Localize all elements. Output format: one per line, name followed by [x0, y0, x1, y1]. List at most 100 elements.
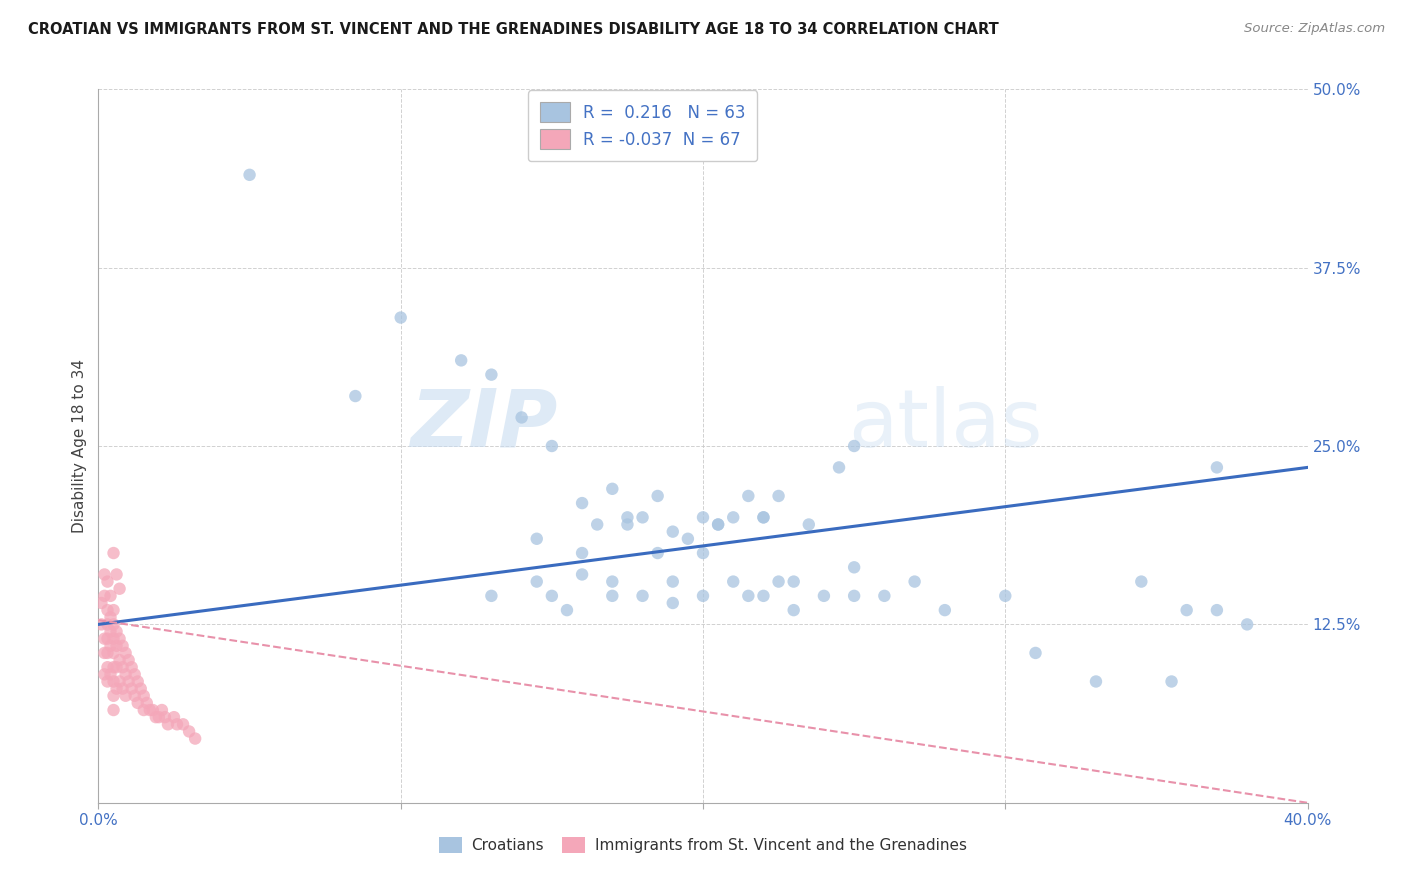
Point	[111, 639, 134, 653]
Point	[90, 596, 112, 610]
Point	[103, 617, 125, 632]
Point	[127, 696, 149, 710]
Point	[692, 510, 714, 524]
Point	[103, 689, 125, 703]
Point	[172, 717, 194, 731]
Point	[768, 489, 790, 503]
Point	[108, 674, 131, 689]
Point	[96, 617, 118, 632]
Point	[540, 439, 562, 453]
Point	[105, 624, 128, 639]
Point	[105, 567, 128, 582]
Point	[661, 524, 683, 539]
Point	[103, 603, 125, 617]
Point	[389, 310, 412, 325]
Point	[105, 681, 128, 696]
Text: Source: ZipAtlas.com: Source: ZipAtlas.com	[1244, 22, 1385, 36]
Point	[481, 368, 503, 382]
Point	[153, 710, 176, 724]
Point	[108, 632, 131, 646]
Point	[100, 589, 122, 603]
Point	[142, 703, 165, 717]
Point	[752, 510, 775, 524]
Point	[450, 353, 472, 368]
Point	[105, 660, 128, 674]
Point	[873, 589, 896, 603]
Point	[103, 703, 125, 717]
Point	[124, 667, 146, 681]
Y-axis label: Disability Age 18 to 34: Disability Age 18 to 34	[72, 359, 87, 533]
Point	[481, 589, 503, 603]
Point	[96, 674, 118, 689]
Point	[90, 617, 112, 632]
Point	[586, 517, 609, 532]
Point	[737, 589, 759, 603]
Point	[139, 703, 162, 717]
Point	[692, 546, 714, 560]
Point	[93, 646, 115, 660]
Point	[844, 589, 866, 603]
Point	[93, 632, 115, 646]
Point	[540, 589, 562, 603]
Point	[752, 589, 775, 603]
Point	[344, 389, 367, 403]
Point	[148, 710, 170, 724]
Point	[150, 703, 173, 717]
Point	[179, 724, 201, 739]
Point	[100, 610, 122, 624]
Point	[114, 689, 136, 703]
Point	[616, 510, 638, 524]
Point	[844, 560, 866, 574]
Point	[114, 646, 136, 660]
Point	[783, 574, 806, 589]
Point	[163, 710, 186, 724]
Point	[1206, 603, 1229, 617]
Point	[526, 574, 548, 589]
Point	[118, 674, 141, 689]
Point	[1130, 574, 1153, 589]
Point	[526, 532, 548, 546]
Point	[103, 646, 125, 660]
Point	[1206, 460, 1229, 475]
Point	[692, 589, 714, 603]
Point	[844, 439, 866, 453]
Point	[602, 482, 624, 496]
Point	[602, 574, 624, 589]
Point	[723, 574, 745, 589]
Point	[737, 489, 759, 503]
Point	[103, 660, 125, 674]
Text: ZIP: ZIP	[411, 385, 558, 464]
Point	[93, 667, 115, 681]
Point	[707, 517, 730, 532]
Point	[510, 410, 533, 425]
Point	[105, 639, 128, 653]
Point	[752, 510, 775, 524]
Point	[1085, 674, 1108, 689]
Point	[239, 168, 262, 182]
Point	[631, 510, 654, 524]
Point	[156, 717, 179, 731]
Point	[797, 517, 820, 532]
Point	[145, 710, 167, 724]
Point	[661, 596, 683, 610]
Point	[1160, 674, 1182, 689]
Point	[121, 660, 143, 674]
Point	[707, 517, 730, 532]
Point	[93, 589, 115, 603]
Point	[676, 532, 699, 546]
Point	[103, 546, 125, 560]
Point	[103, 632, 125, 646]
Point	[121, 681, 143, 696]
Point	[994, 589, 1017, 603]
Point	[135, 696, 157, 710]
Legend: Croatians, Immigrants from St. Vincent and the Grenadines: Croatians, Immigrants from St. Vincent a…	[433, 831, 973, 859]
Point	[616, 517, 638, 532]
Point	[571, 496, 593, 510]
Point	[108, 582, 131, 596]
Point	[647, 489, 669, 503]
Point	[631, 589, 654, 603]
Point	[768, 574, 790, 589]
Point	[111, 681, 134, 696]
Point	[111, 660, 134, 674]
Point	[124, 689, 146, 703]
